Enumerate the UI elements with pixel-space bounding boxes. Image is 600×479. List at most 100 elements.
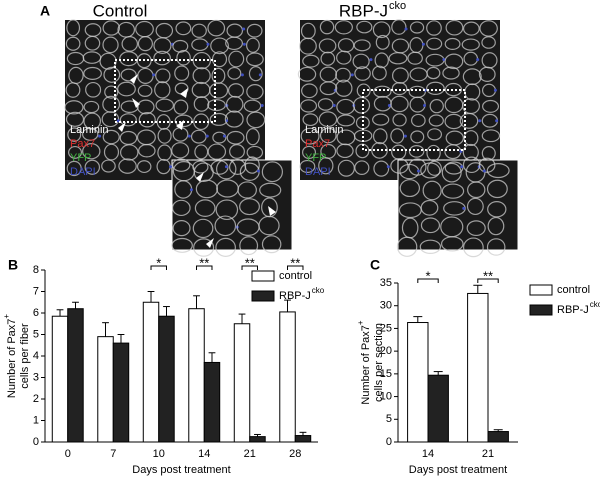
nucleus: [423, 104, 427, 107]
fibre: [192, 218, 214, 239]
x-axis-label: Days post treatment: [409, 464, 507, 476]
nucleus: [256, 169, 260, 173]
y-label-line: Number of Pax7: [6, 319, 18, 398]
fibre: [157, 127, 172, 144]
fibre: [459, 112, 479, 129]
panel-label: A: [40, 3, 50, 19]
fibre: [427, 128, 443, 141]
fibre: [390, 128, 405, 144]
bar: [233, 323, 251, 443]
x-tick-label: 21: [482, 448, 494, 460]
nucleus: [403, 134, 407, 138]
fibre: [261, 161, 284, 183]
fibre: [171, 199, 191, 217]
fibre: [444, 37, 461, 51]
fibre: [479, 20, 498, 37]
fibre: [65, 82, 81, 98]
nucleus: [116, 119, 120, 123]
fibre: [153, 37, 172, 54]
fibre: [137, 84, 153, 97]
fibre: [243, 99, 262, 113]
zoom-box: [362, 89, 466, 151]
nucleus: [350, 73, 354, 77]
fibre: [481, 146, 496, 161]
bar: [203, 361, 221, 443]
y-tick-label: 4: [33, 350, 39, 362]
fibre: [82, 143, 101, 160]
fibre: [228, 50, 245, 68]
nucleus: [460, 165, 464, 169]
fibre: [299, 159, 316, 174]
fibre: [352, 96, 371, 114]
fibre: [317, 98, 334, 111]
fibre: [215, 199, 239, 221]
stain-label: YFP: [70, 152, 91, 164]
legend-label-superscript: cko: [312, 286, 325, 295]
fibre: [462, 21, 480, 36]
significance-bracket: [417, 278, 439, 283]
fibre: [209, 82, 229, 99]
fibre: [462, 143, 479, 161]
fibre: [462, 237, 484, 258]
y-tick-label: 15: [380, 368, 392, 380]
fibre: [193, 96, 210, 112]
fibre: [420, 199, 439, 216]
y-tick-label: 35: [380, 277, 392, 289]
fibre: [85, 81, 102, 98]
nucleus: [386, 165, 390, 169]
fibre: [388, 52, 408, 65]
arrow: [196, 172, 204, 182]
fibre: [318, 157, 334, 175]
fibre: [419, 239, 442, 255]
bar: [97, 336, 114, 443]
fibre: [171, 142, 190, 159]
fibre: [445, 19, 464, 36]
bar: [407, 322, 429, 443]
bar: [158, 315, 175, 443]
y-label-line: Number of Pax7: [360, 325, 372, 404]
fibre: [319, 81, 338, 96]
fibre: [225, 95, 244, 113]
fibre: [156, 114, 171, 130]
fibre: [191, 23, 207, 38]
nucleus: [482, 169, 486, 173]
fibre: [101, 111, 120, 128]
fibre: [138, 112, 156, 128]
fibre: [153, 50, 171, 66]
y-axis-label: Number of Pax7+: [356, 320, 372, 404]
fibre: [410, 130, 425, 144]
fibre: [300, 99, 318, 113]
significance-label: *: [156, 255, 161, 270]
nucleus: [222, 134, 226, 138]
significance-label: **: [290, 255, 300, 270]
stain-label: YFP: [305, 152, 326, 164]
fibre: [463, 130, 479, 147]
nucleus: [240, 73, 244, 77]
fibre: [481, 129, 501, 143]
x-tick-label: 14: [422, 448, 434, 460]
y-tick-label: 8: [33, 264, 39, 276]
fibre: [444, 161, 464, 175]
fibre: [64, 100, 84, 115]
legend-label: control: [557, 284, 590, 296]
fibre: [173, 99, 189, 115]
fibre: [259, 182, 282, 198]
fibre: [371, 141, 388, 159]
fibre: [300, 127, 320, 145]
bar: [427, 374, 449, 443]
fibre: [336, 50, 352, 65]
fibre: [192, 51, 212, 70]
fibre: [120, 144, 139, 161]
fibre: [137, 36, 153, 52]
y-tick-label: 5: [386, 413, 392, 425]
nucleus: [495, 119, 499, 123]
fibre: [302, 54, 320, 68]
fibre: [246, 37, 260, 53]
fibre: [352, 53, 370, 70]
fibre: [391, 19, 407, 35]
fibre: [246, 84, 264, 100]
zoom-box: [114, 59, 216, 123]
bar: [67, 308, 84, 443]
fibre: [426, 81, 445, 95]
fibre: [336, 114, 356, 127]
